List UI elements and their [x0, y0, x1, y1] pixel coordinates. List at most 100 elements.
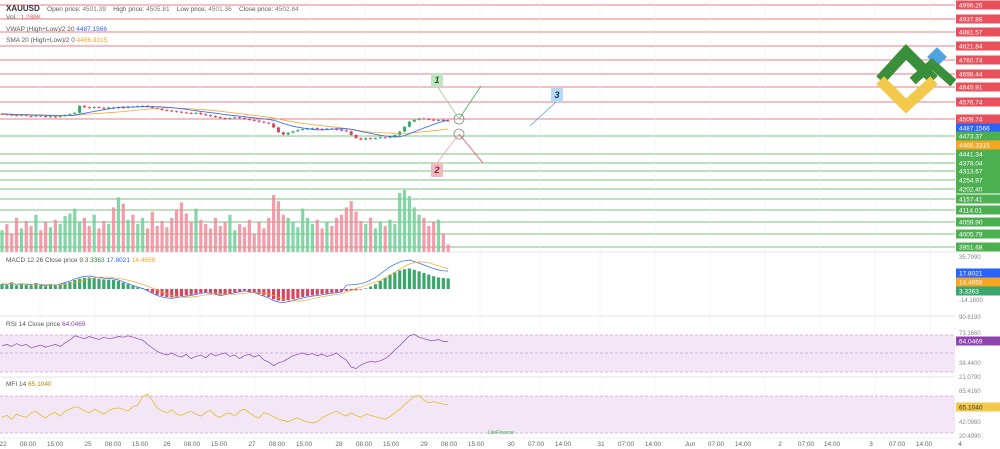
- macd-hist-bar: [223, 289, 227, 295]
- price-tick-label-bg: [956, 175, 1000, 185]
- volume-bar: [136, 224, 140, 252]
- price-tick-label: 4473.37: [959, 134, 983, 141]
- macd-hist-bar: [296, 289, 300, 298]
- candle-body: [0, 113, 4, 115]
- macd-hist-bar: [58, 284, 62, 289]
- mfi-legend[interactable]: MFI 14 65.1040: [6, 381, 52, 388]
- rsi-legend[interactable]: RSI 14 Close price 64.0469: [6, 321, 86, 328]
- watermark: LiteFinance: [488, 430, 514, 436]
- macd-hist-bar: [446, 278, 450, 289]
- macd-hist-bar: [354, 289, 358, 291]
- vwap-legend[interactable]: VWAP (High+Low)/2 20 4487.1566: [6, 26, 107, 33]
- macd-hist-bar: [262, 289, 266, 296]
- candle-body: [194, 112, 198, 114]
- volume-bar: [0, 230, 4, 252]
- macd-tick-label: 35.7990: [959, 255, 981, 261]
- price-tick-label-bg: [956, 97, 1000, 107]
- candle-body: [344, 130, 348, 132]
- time-tick-label: Jun: [685, 441, 696, 448]
- vol-value: 1.288K: [20, 14, 42, 21]
- candle-body: [82, 105, 86, 108]
- macd-hist-bar: [436, 277, 441, 289]
- macd-hist-bar: [402, 269, 407, 289]
- rsi-tick-label: 90.6190: [959, 315, 981, 321]
- candle-body: [165, 110, 169, 112]
- forecast-label-3[interactable]: 3: [551, 88, 563, 102]
- volume-bar: [145, 228, 150, 252]
- volume-bar: [141, 217, 145, 252]
- volume-bar: [228, 214, 232, 252]
- forecast-label-2[interactable]: 2: [431, 163, 443, 177]
- volume-bar: [359, 221, 363, 252]
- candle-body: [291, 131, 295, 133]
- price-tick-label-bg: [956, 0, 1000, 10]
- symbol-header: XAUUSD Open price: 4501.39 High price: 4…: [6, 4, 299, 13]
- candle-body: [301, 129, 305, 131]
- volume-bar: [24, 221, 28, 252]
- time-tick-label: 22: [0, 441, 7, 448]
- time-axis: 22 08:00 15:00 25 08:00 15:00 26 08:00 15:00 27 08…: [0, 437, 962, 448]
- macd-hist-bar: [228, 289, 232, 294]
- candle-body: [359, 138, 363, 140]
- mfi-label: MFI 14: [6, 381, 27, 388]
- price-tick-label-bg: [956, 166, 1000, 176]
- candle-body: [19, 114, 23, 116]
- time-tick-label: 08:00: [356, 441, 373, 448]
- candle-body: [441, 119, 445, 121]
- sma-label: SMA 20 (High+Low)/2 0: [6, 37, 75, 44]
- mfi-line: [1, 393, 449, 424]
- price-tick-label: 4509.74: [959, 117, 983, 124]
- price-tick-label: 3951.68: [959, 245, 983, 252]
- time-tick-label: 27: [248, 441, 256, 448]
- mfi-tick-label: 42.0980: [959, 420, 981, 426]
- macd-hist-bar: [441, 278, 445, 289]
- time-tick-label: 15:00: [468, 441, 485, 448]
- price-tick-label: 4441.34: [959, 152, 983, 159]
- volume-bar: [432, 222, 436, 252]
- macd-hist-bar: [242, 289, 247, 291]
- sma-value: 4466.3315: [76, 37, 108, 44]
- macd-hist-bar: [48, 284, 53, 289]
- volume-bar: [286, 217, 290, 252]
- forecast-up-arrow: [458, 85, 482, 120]
- macd-hist-bar: [407, 268, 411, 289]
- macd-tick-label: 14.4658: [959, 280, 983, 287]
- mfi-tick-label: 20.4990: [959, 434, 981, 440]
- macd-hist-bar: [121, 282, 125, 289]
- sma-legend[interactable]: SMA 20 (High+Low)/2 0 4466.3315: [6, 37, 107, 44]
- low-label: Low price:: [176, 6, 207, 13]
- candle-body: [335, 129, 339, 131]
- candle-body: [247, 118, 251, 120]
- volume-bar: [150, 211, 154, 252]
- time-tick-label: 3: [869, 441, 873, 448]
- forecast-link-3: [529, 100, 558, 127]
- macd-hist-bar: [194, 289, 198, 294]
- candle-body: [213, 116, 217, 118]
- macd-legend[interactable]: MACD 12 26 Close price 9 3.3363 17.8021 …: [6, 257, 155, 264]
- forecast-down-arrow: [458, 133, 484, 164]
- forecast-label-1[interactable]: 1: [431, 73, 443, 87]
- volume-bar: [208, 228, 213, 252]
- macd-hist-bar: [24, 284, 28, 289]
- macd-hist-bar: [5, 285, 9, 289]
- macd-hist-bar: [170, 289, 174, 298]
- volume-bar: [14, 217, 19, 252]
- volume-bar: [97, 228, 101, 252]
- volume-bar: [388, 219, 392, 252]
- macd-hist-bar: [87, 277, 91, 289]
- macd-hist-bar: [422, 273, 426, 289]
- volume-bar: [339, 214, 344, 252]
- price-tick-label: 4378.04: [959, 161, 983, 168]
- time-tick-label: 14:00: [824, 441, 841, 448]
- price-tick-label-bg: [956, 194, 1000, 204]
- volume-bar: [19, 228, 23, 252]
- macd-hist-bar: [155, 289, 159, 295]
- time-tick-label: 26: [163, 441, 171, 448]
- volume-bar: [5, 224, 9, 252]
- candle-body: [44, 116, 48, 118]
- mfi-band: [0, 396, 955, 433]
- macd-hist-bar: [63, 283, 67, 289]
- candle-body: [446, 120, 450, 122]
- candle-body: [378, 137, 382, 139]
